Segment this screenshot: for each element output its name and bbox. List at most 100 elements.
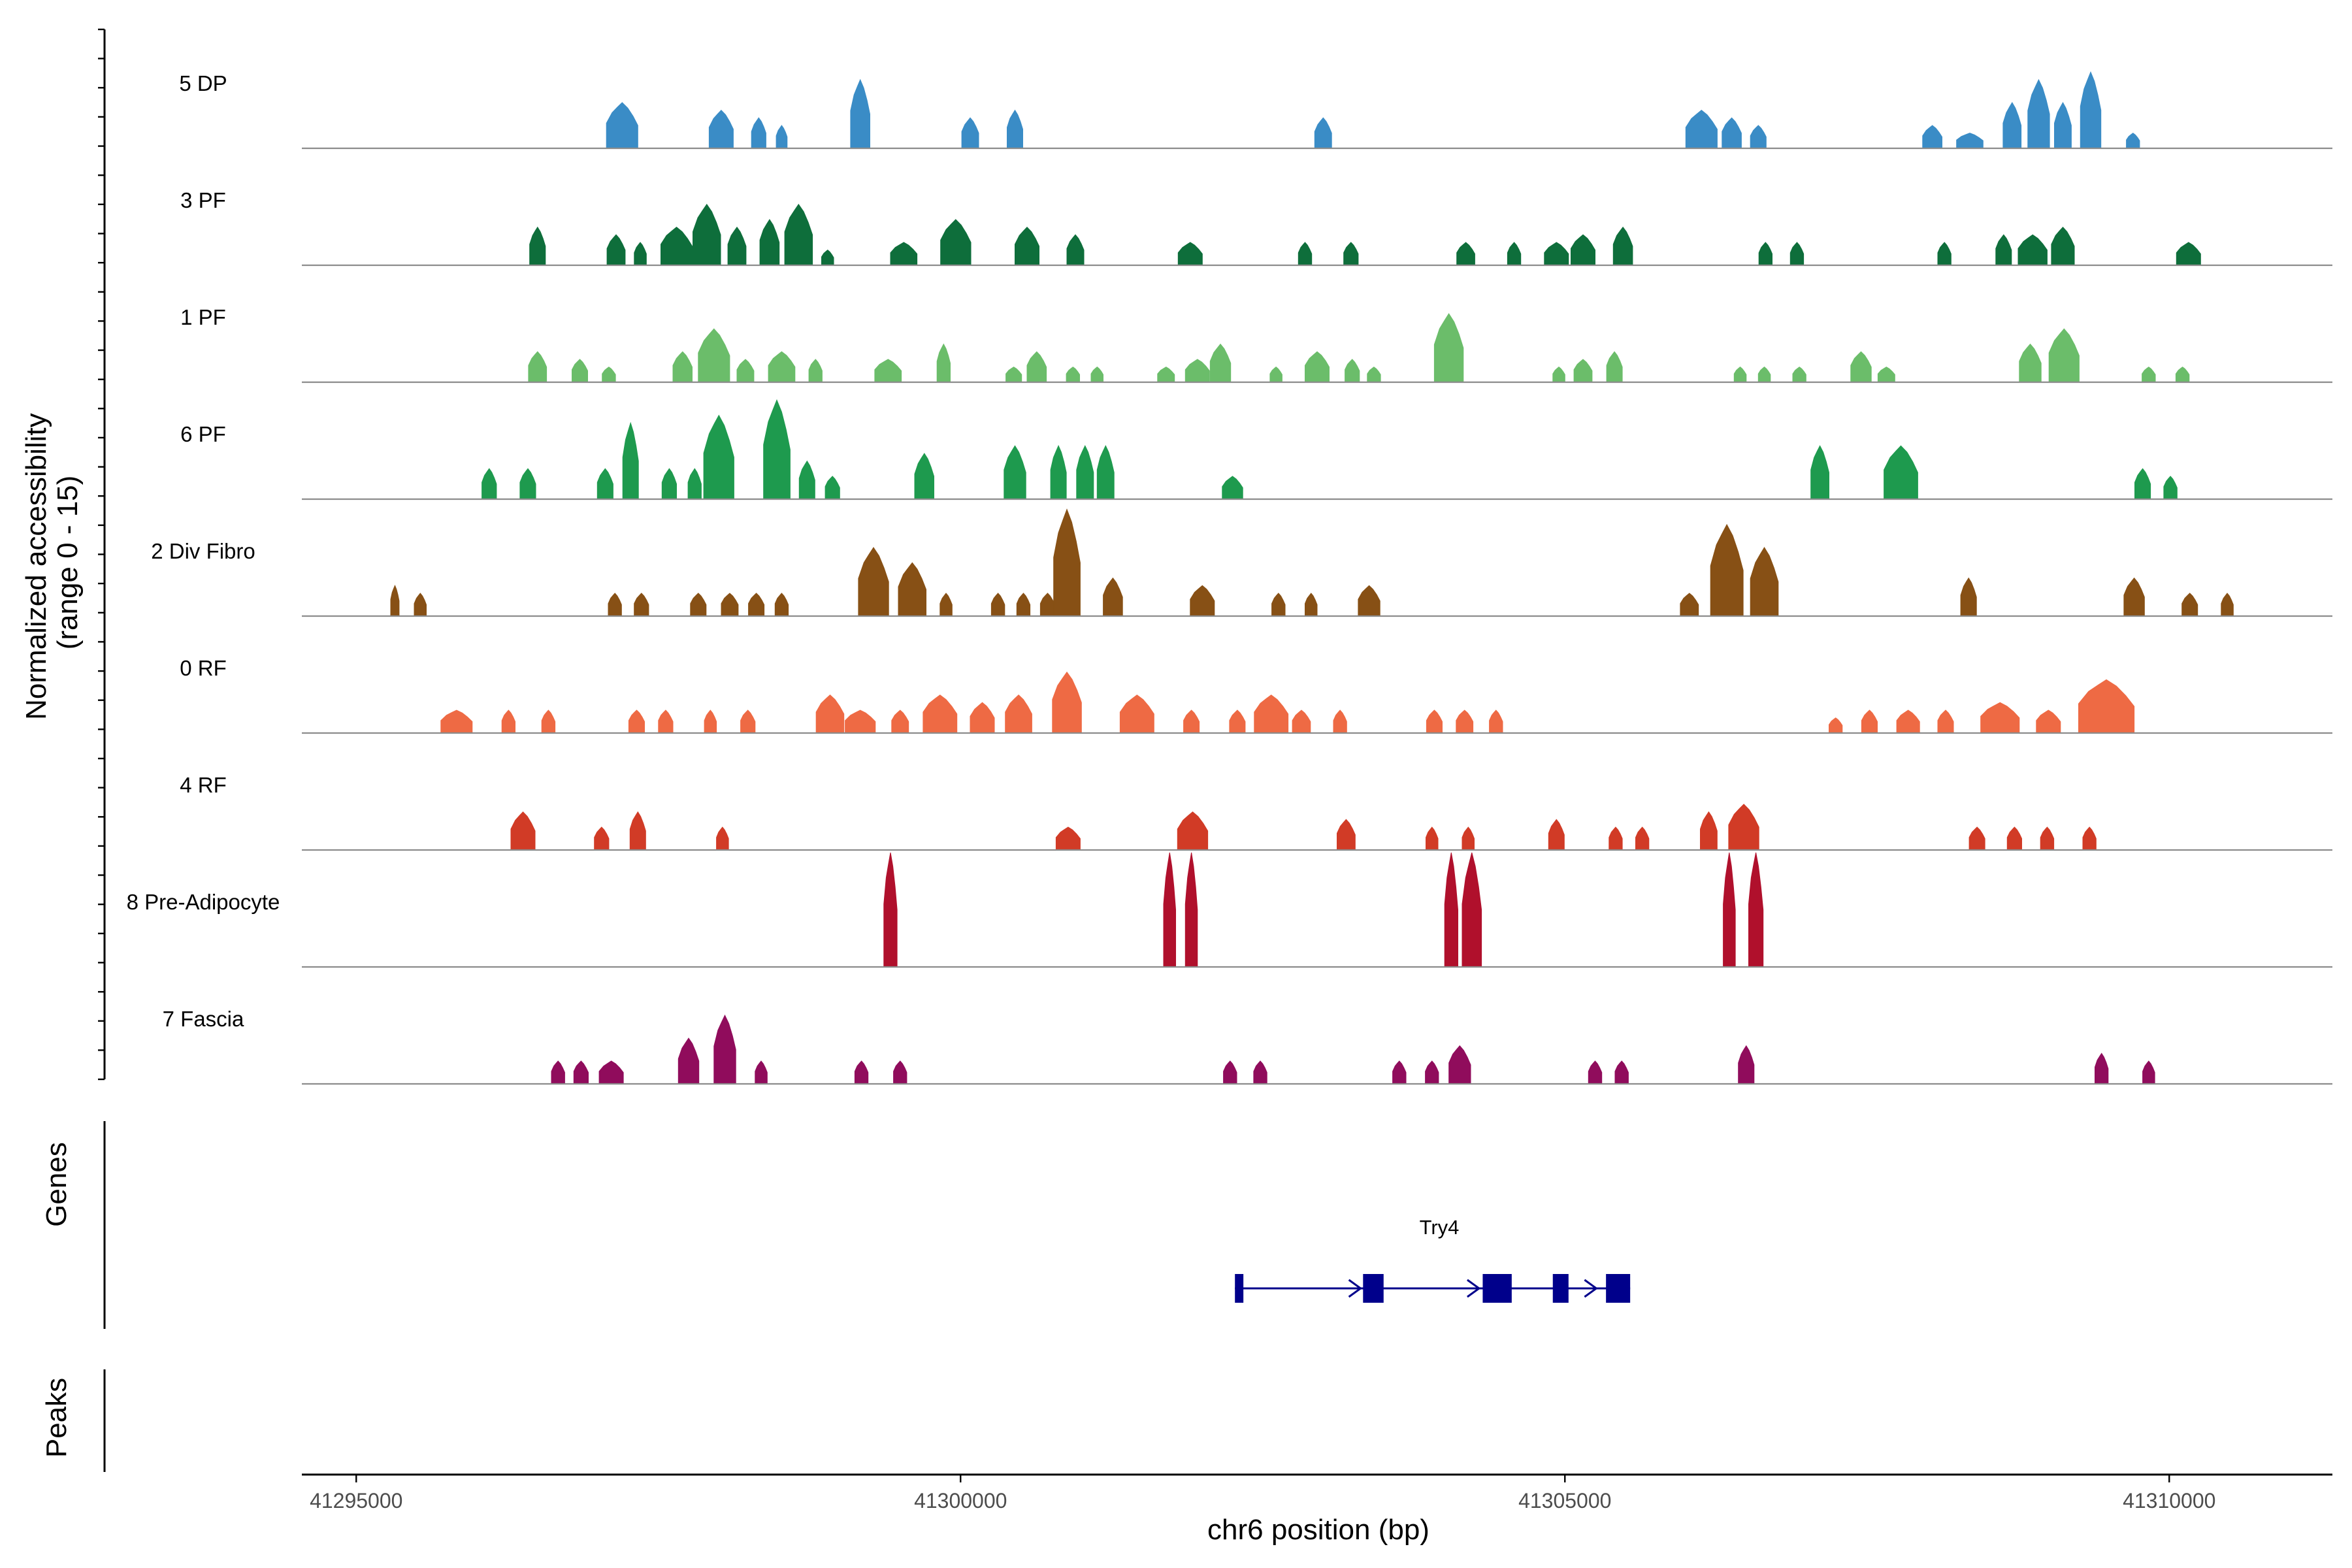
coverage-peak bbox=[672, 351, 693, 383]
coverage-peak bbox=[594, 826, 610, 851]
coverage-peak bbox=[727, 226, 747, 266]
gene-exon bbox=[1606, 1274, 1631, 1303]
coverage-peak bbox=[622, 421, 639, 500]
coverage-peak bbox=[1026, 351, 1047, 383]
track-label: 1 PF bbox=[180, 305, 226, 329]
gene-direction-arrow bbox=[1584, 1279, 1598, 1298]
coverage-peak bbox=[1548, 819, 1565, 851]
x-tick-label: 41300000 bbox=[914, 1489, 1007, 1512]
coverage-peak bbox=[1710, 523, 1744, 617]
coverage-peak bbox=[755, 1060, 768, 1085]
coverage-peak bbox=[1829, 717, 1843, 734]
coverage-peak bbox=[1723, 852, 1736, 968]
coverage-peak bbox=[1462, 852, 1482, 968]
track-label: 7 Fascia bbox=[163, 1007, 244, 1031]
coverage-peak bbox=[1271, 593, 1286, 617]
coverage-peak bbox=[1053, 508, 1081, 617]
coverage-peak bbox=[748, 593, 765, 617]
coverage-peak bbox=[751, 117, 766, 149]
coverage-peak bbox=[1269, 367, 1282, 383]
coverage-peak bbox=[658, 710, 674, 734]
coverage-peak bbox=[678, 1037, 700, 1085]
peaks-panel-label: Peaks bbox=[41, 1378, 73, 1458]
coverage-peak bbox=[2006, 826, 2022, 851]
track-2: 3 PF bbox=[180, 188, 2332, 267]
coverage-peak bbox=[703, 414, 734, 500]
coverage-peak bbox=[2036, 710, 2061, 734]
coverage-peak bbox=[1052, 671, 1082, 734]
track-6: 0 RF bbox=[180, 656, 2332, 734]
x-tick-label: 41295000 bbox=[310, 1489, 402, 1512]
coverage-peak bbox=[1222, 476, 1243, 500]
coverage-peak bbox=[1426, 710, 1443, 734]
coverage-peak bbox=[2142, 1060, 2155, 1085]
coverage-peak bbox=[1066, 367, 1080, 383]
coverage-peak bbox=[1937, 710, 1954, 734]
coverage-peak bbox=[1588, 1060, 1603, 1085]
coverage-peak bbox=[923, 694, 958, 734]
coverage-peak bbox=[598, 1060, 624, 1085]
coverage-peak bbox=[390, 585, 400, 617]
coverage-peak bbox=[1005, 367, 1022, 383]
track-1: 5 DP bbox=[179, 71, 2332, 150]
coverage-peak bbox=[1612, 226, 1633, 266]
coverage-peak bbox=[961, 117, 979, 149]
coverage-peak bbox=[1425, 1060, 1439, 1085]
coverage-peak bbox=[1209, 343, 1232, 383]
coverage-peak bbox=[2176, 242, 2201, 266]
coverage-peak bbox=[1968, 826, 1985, 851]
coverage-peak bbox=[939, 593, 953, 617]
coverage-peak bbox=[2017, 234, 2048, 266]
coverage-peak bbox=[1103, 577, 1123, 617]
gene-direction-arrow bbox=[1348, 1279, 1363, 1298]
coverage-peak bbox=[634, 593, 649, 617]
coverage-peak bbox=[602, 367, 616, 383]
coverage-peak bbox=[1680, 593, 1699, 617]
coverage-peak bbox=[1305, 351, 1330, 383]
coverage-peak bbox=[1571, 234, 1595, 266]
coverage-peak bbox=[1392, 1060, 1407, 1085]
track-label: 4 RF bbox=[180, 773, 227, 797]
coverage-peak bbox=[1606, 351, 1623, 383]
coverage-peak bbox=[690, 593, 707, 617]
coverage-peak bbox=[1119, 694, 1154, 734]
coverage-peak bbox=[698, 328, 730, 383]
coverage-peak bbox=[608, 593, 622, 617]
coverage-peak bbox=[1552, 367, 1565, 383]
coverage-peak bbox=[1937, 242, 1952, 266]
track-8: 8 Pre-Adipocyte bbox=[127, 852, 2332, 968]
coverage-peak bbox=[776, 125, 788, 149]
coverage-peak bbox=[2054, 101, 2072, 149]
track-label: 3 PF bbox=[180, 188, 226, 212]
track-9: 7 Fascia bbox=[163, 1007, 2332, 1085]
coverage-peak bbox=[1190, 585, 1215, 617]
coverage-peak bbox=[1456, 710, 1474, 734]
coverage-peak bbox=[798, 460, 815, 500]
coverage-peak bbox=[890, 242, 918, 266]
coverage-peak bbox=[708, 109, 734, 149]
coverage-peak bbox=[1039, 593, 1055, 617]
coverage-peak bbox=[2095, 1053, 2109, 1085]
coverage-peak bbox=[1223, 1060, 1237, 1085]
track-3: 1 PF bbox=[180, 305, 2332, 384]
coverage-peak bbox=[2221, 593, 2234, 617]
coverage-peak bbox=[1343, 242, 1359, 266]
track-label: 0 RF bbox=[180, 656, 227, 680]
coverage-peak bbox=[1177, 811, 1209, 851]
coverage-peak bbox=[1995, 234, 2012, 266]
coverage-peak bbox=[1614, 1060, 1629, 1085]
coverage-peak bbox=[1738, 1045, 1755, 1085]
coverage-peak bbox=[716, 826, 729, 851]
gene-direction-arrow bbox=[1467, 1279, 1481, 1298]
coverage-peak bbox=[821, 250, 834, 266]
gene-name-label: Try4 bbox=[1420, 1216, 1460, 1239]
coverage-peak bbox=[815, 694, 845, 734]
coverage-peak bbox=[2163, 476, 2178, 500]
coverage-peak bbox=[1980, 702, 2020, 734]
coverage-peak bbox=[1253, 1060, 1267, 1085]
coverage-peak bbox=[541, 710, 556, 734]
coverage-peak bbox=[2078, 679, 2135, 734]
coverage-peak bbox=[1367, 367, 1381, 383]
coverage-peak bbox=[1007, 109, 1023, 149]
coverage-peak bbox=[501, 710, 515, 734]
